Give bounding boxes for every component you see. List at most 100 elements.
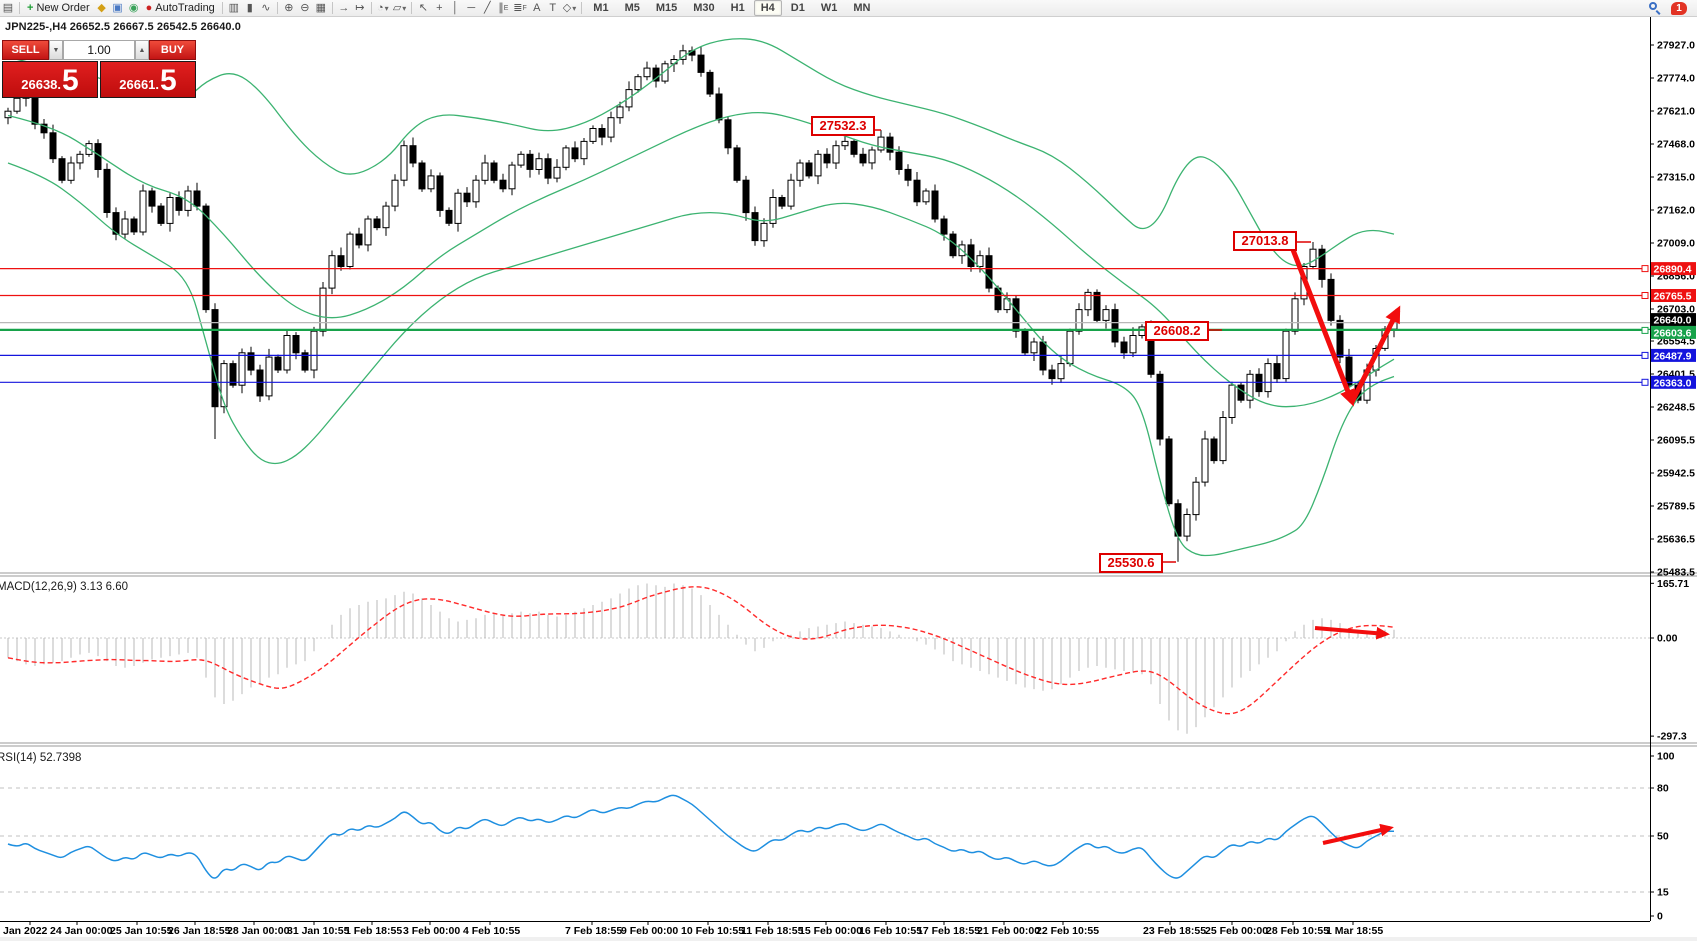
svg-text:0: 0 (1657, 911, 1663, 923)
price-annotation[interactable]: 27013.8 (1233, 231, 1297, 251)
timeframe-W1[interactable]: W1 (820, 2, 838, 14)
svg-text:25483.5: 25483.5 (1657, 567, 1695, 579)
toolbar-separator (276, 2, 278, 14)
timeframe-group: M1 M5 M15 M30 H1 H4 D1 W1 MN (585, 0, 878, 16)
sell-button[interactable]: SELL (2, 40, 49, 60)
svg-text:26640.0: 26640.0 (1654, 315, 1692, 327)
svg-text:28 Feb 10:55: 28 Feb 10:55 (1266, 925, 1329, 937)
chart-shift-icon[interactable]: ↦ (355, 1, 365, 14)
level-lines-layer[interactable] (0, 265, 1650, 386)
search-icon[interactable] (1649, 2, 1661, 15)
autotrading-button[interactable]: ● AutoTrading (142, 1, 219, 16)
svg-text:7 Feb 18:55: 7 Feb 18:55 (565, 925, 622, 937)
zoom-out-icon[interactable]: ⊖ (300, 1, 310, 14)
svg-text:50: 50 (1657, 831, 1669, 843)
auto-scroll-icon[interactable]: → (338, 1, 350, 14)
window-bottom-edge (0, 937, 1697, 941)
sell-price: 26638. (21, 77, 62, 92)
trendline-tool-icon[interactable]: ╱ (483, 1, 491, 14)
svg-text:26703.0: 26703.0 (1657, 303, 1695, 315)
horizontal-line-tool-icon[interactable]: ─ (467, 1, 476, 14)
price-annotation[interactable]: 26608.2 (1145, 321, 1209, 341)
timeframe-M15[interactable]: M15 (655, 2, 678, 14)
objects-menu-icon[interactable]: ▱ ▾ (392, 1, 407, 14)
svg-text:11 Feb 18:55: 11 Feb 18:55 (741, 925, 804, 937)
svg-text:27621.0: 27621.0 (1657, 105, 1695, 117)
arrows-tool-icon[interactable]: ◇ ▾ (562, 1, 577, 14)
chart-window-icon[interactable]: ▤ (2, 1, 14, 14)
toolbar-separator (19, 2, 20, 14)
toolbar-separator (331, 2, 333, 14)
svg-text:10 Feb 10:55: 10 Feb 10:55 (681, 925, 744, 937)
svg-text:15 Feb 00:00: 15 Feb 00:00 (799, 925, 862, 937)
svg-text:26765.5: 26765.5 (1654, 291, 1692, 303)
toolbar-separator (411, 2, 413, 14)
svg-text:26095.5: 26095.5 (1657, 435, 1695, 447)
chevron-down-icon: ▾ (384, 3, 389, 13)
price-annotation[interactable]: 27532.3 (811, 116, 875, 136)
svg-text:27468.0: 27468.0 (1657, 138, 1695, 150)
buy-button[interactable]: BUY (149, 40, 196, 60)
rsi-indicator-label: RSI(14) 52.7398 (0, 752, 82, 764)
gold-instrument-icon[interactable]: ◆ (97, 1, 106, 14)
toolbar-separator (221, 2, 223, 14)
svg-text:15: 15 (1657, 887, 1669, 899)
timeframe-H1[interactable]: H1 (730, 2, 745, 14)
zoom-in-icon[interactable]: ⊕ (284, 1, 294, 14)
buy-price-box[interactable]: 26661. 5 (100, 61, 196, 98)
bollinger-bands-layer (7, 38, 1395, 557)
axes-layer[interactable]: 27927.0 27774.0 27621.0 27468.0 27315.0 27162… (0, 17, 1696, 937)
buy-price: 26661. (119, 77, 160, 92)
volume-input[interactable] (63, 40, 135, 60)
chevron-down-icon: ▾ (572, 3, 577, 13)
svg-text:23 Feb 18:55: 23 Feb 18:55 (1143, 925, 1206, 937)
vertical-line-tool-icon[interactable]: │ (451, 1, 459, 14)
text-tool-icon[interactable]: A (533, 1, 541, 14)
cursor-tool-icon[interactable]: ↖ (418, 1, 428, 14)
period-menu-icon[interactable]: ◔ ▾ (376, 1, 389, 14)
svg-text:1 Feb 18:55: 1 Feb 18:55 (345, 925, 402, 937)
tile-windows-icon[interactable]: ▦ (315, 1, 327, 14)
equidistant-channel-tool-icon[interactable]: ∥ E (498, 1, 509, 14)
svg-text:9 Feb 00:00: 9 Feb 00:00 (621, 925, 678, 937)
crosshair-tool-icon[interactable]: + (436, 1, 443, 14)
svg-text:21 Feb 00:00: 21 Feb 00:00 (977, 925, 1040, 937)
svg-text:31 Jan 10:55: 31 Jan 10:55 (287, 925, 350, 937)
svg-text:17 Feb 18:55: 17 Feb 18:55 (917, 925, 980, 937)
terminal-icon[interactable]: ▣ (112, 1, 123, 14)
svg-text:4 Feb 10:55: 4 Feb 10:55 (463, 925, 520, 937)
fibonacci-tool-icon[interactable]: ≣ F (513, 1, 527, 14)
drawing-objects-layer[interactable] (873, 129, 1401, 845)
candlestick-chart-icon[interactable]: ▮ (246, 1, 253, 14)
volume-increase-button[interactable]: ▲ (135, 40, 149, 60)
notification-badge[interactable]: 1 (1671, 1, 1687, 15)
svg-text:-297.3: -297.3 (1657, 731, 1687, 743)
autotrading-icon: ● (145, 2, 153, 14)
svg-text:27927.0: 27927.0 (1657, 40, 1695, 52)
chevron-down-icon: ▾ (402, 3, 407, 13)
svg-text:25636.5: 25636.5 (1657, 534, 1695, 546)
svg-text:26363.0: 26363.0 (1654, 377, 1692, 389)
price-annotation[interactable]: 25530.6 (1099, 553, 1163, 573)
svg-text:165.71: 165.71 (1657, 578, 1689, 590)
volume-decrease-button[interactable]: ▼ (49, 40, 63, 60)
svg-text:26487.9: 26487.9 (1654, 350, 1692, 362)
timeframe-H4[interactable]: H4 (753, 0, 782, 16)
sell-price-box[interactable]: 26638. 5 (2, 61, 98, 98)
timeframe-D1[interactable]: D1 (790, 2, 805, 14)
timeframe-MN[interactable]: MN (853, 2, 871, 14)
signals-icon[interactable]: ◉ (128, 1, 139, 14)
toolbar: ▤ + New Order ◆ ▣ ◉ ● AutoTrading ▥ ▮ ∿ … (0, 0, 1697, 17)
candles-layer (4, 44, 1398, 562)
line-chart-icon[interactable]: ∿ (261, 1, 271, 14)
toolbar-separator (370, 2, 372, 14)
timeframe-M30[interactable]: M30 (693, 2, 715, 14)
bar-chart-icon[interactable]: ▥ (228, 1, 240, 14)
svg-text:25942.5: 25942.5 (1657, 468, 1695, 480)
timeframe-M5[interactable]: M5 (624, 2, 640, 14)
new-order-button[interactable]: + New Order (23, 1, 94, 16)
timeframe-M1[interactable]: M1 (593, 2, 609, 14)
text-label-tool-icon[interactable]: T (549, 1, 557, 14)
